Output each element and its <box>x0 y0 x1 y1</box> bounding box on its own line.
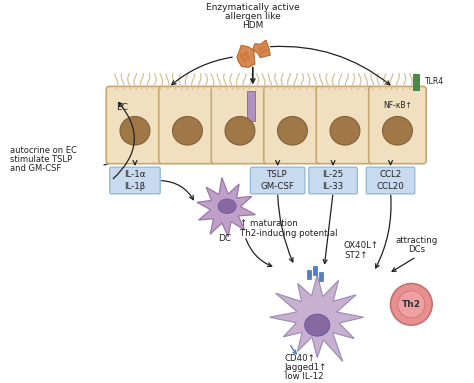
Text: CCL2
CCL20: CCL2 CCL20 <box>377 170 404 191</box>
Ellipse shape <box>218 199 236 213</box>
Bar <box>247 92 255 121</box>
Text: low IL-12: low IL-12 <box>284 372 323 381</box>
Ellipse shape <box>173 116 202 145</box>
FancyArrowPatch shape <box>323 195 333 264</box>
Circle shape <box>398 291 425 318</box>
Circle shape <box>242 58 246 62</box>
FancyArrowPatch shape <box>376 195 391 268</box>
FancyBboxPatch shape <box>211 87 269 164</box>
FancyArrowPatch shape <box>291 345 296 354</box>
FancyArrowPatch shape <box>389 160 392 164</box>
FancyBboxPatch shape <box>309 167 357 194</box>
Text: IL-25
IL-33: IL-25 IL-33 <box>322 170 344 191</box>
Text: Jagged1↑: Jagged1↑ <box>284 363 327 372</box>
Circle shape <box>264 49 267 52</box>
FancyArrowPatch shape <box>392 258 414 272</box>
Bar <box>319 272 323 281</box>
Text: TSLP
GM-CSF: TSLP GM-CSF <box>261 170 294 191</box>
Text: TLR4: TLR4 <box>425 77 444 86</box>
FancyBboxPatch shape <box>109 167 160 194</box>
FancyArrowPatch shape <box>251 67 255 83</box>
Circle shape <box>262 46 265 49</box>
FancyBboxPatch shape <box>264 87 321 164</box>
FancyBboxPatch shape <box>106 87 164 164</box>
FancyArrowPatch shape <box>246 239 272 267</box>
FancyArrowPatch shape <box>133 160 137 164</box>
FancyBboxPatch shape <box>316 87 374 164</box>
FancyArrowPatch shape <box>113 103 134 178</box>
Circle shape <box>391 283 432 325</box>
Ellipse shape <box>383 116 412 145</box>
Ellipse shape <box>120 116 150 145</box>
Text: Th2-inducing potential: Th2-inducing potential <box>240 229 337 238</box>
Circle shape <box>240 54 244 58</box>
Text: allergen like: allergen like <box>225 12 281 21</box>
Polygon shape <box>237 46 255 67</box>
Polygon shape <box>270 275 364 361</box>
Circle shape <box>258 47 262 51</box>
Ellipse shape <box>225 116 255 145</box>
Text: Th2: Th2 <box>402 300 421 309</box>
Text: ST2↑: ST2↑ <box>344 251 367 260</box>
Text: OX40L↑: OX40L↑ <box>344 241 379 250</box>
Ellipse shape <box>305 314 330 336</box>
Circle shape <box>260 51 264 54</box>
Text: EC: EC <box>116 103 128 112</box>
Circle shape <box>244 51 248 56</box>
Ellipse shape <box>330 116 360 145</box>
Circle shape <box>246 56 250 60</box>
Text: and GM-CSF: and GM-CSF <box>10 164 62 173</box>
FancyBboxPatch shape <box>369 87 426 164</box>
Polygon shape <box>253 40 270 57</box>
Text: NF-κB↑: NF-κB↑ <box>383 101 412 110</box>
FancyArrowPatch shape <box>331 160 335 164</box>
Bar <box>307 270 311 278</box>
FancyBboxPatch shape <box>250 167 305 194</box>
Text: stimulate TSLP: stimulate TSLP <box>10 155 73 164</box>
Ellipse shape <box>278 116 308 145</box>
Text: CD40↑: CD40↑ <box>284 354 315 363</box>
FancyArrowPatch shape <box>276 160 280 164</box>
FancyBboxPatch shape <box>159 87 216 164</box>
Text: ↑ maturation: ↑ maturation <box>240 219 298 228</box>
Bar <box>313 266 317 275</box>
FancyArrowPatch shape <box>104 93 170 165</box>
Text: Enzymatically active: Enzymatically active <box>206 3 300 12</box>
Bar <box>413 74 420 92</box>
Text: HDM: HDM <box>242 21 264 30</box>
FancyArrowPatch shape <box>162 181 193 200</box>
Text: DC: DC <box>219 234 232 243</box>
Text: attracting: attracting <box>395 236 438 245</box>
FancyArrowPatch shape <box>278 195 293 262</box>
Text: IL-1α
IL-1β: IL-1α IL-1β <box>124 170 146 191</box>
Polygon shape <box>197 178 255 237</box>
FancyArrowPatch shape <box>172 57 232 85</box>
FancyArrowPatch shape <box>271 46 390 85</box>
Text: autocrine on EC: autocrine on EC <box>10 146 77 155</box>
FancyBboxPatch shape <box>366 167 415 194</box>
Text: DCs: DCs <box>408 245 425 254</box>
